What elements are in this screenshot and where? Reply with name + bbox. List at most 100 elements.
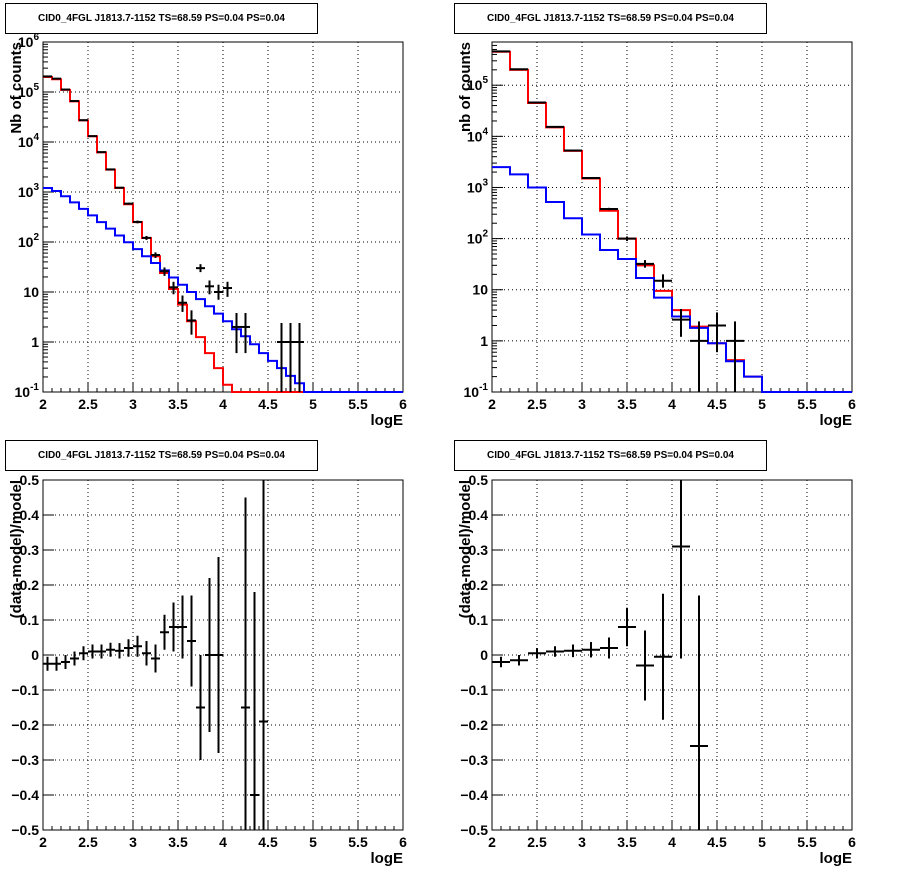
data-point	[690, 321, 708, 392]
data-point	[70, 651, 79, 666]
x-tick-label: 2	[39, 834, 47, 850]
data-point	[708, 312, 726, 353]
y-tick-label: −0.3	[11, 752, 39, 768]
data-point	[97, 644, 106, 659]
data-point	[178, 295, 187, 312]
data-point	[169, 602, 178, 652]
data-point	[124, 202, 133, 205]
y-axis-title: Nb of counts	[8, 42, 25, 134]
x-tick-label: 3.5	[168, 834, 188, 850]
x-tick-label: 6	[848, 396, 856, 412]
plot-frame	[491, 479, 853, 831]
data-point	[672, 309, 690, 337]
data-point	[241, 313, 250, 354]
y-tick-label: 0	[31, 647, 39, 663]
x-tick-label: 2	[488, 834, 496, 850]
data-point	[277, 322, 286, 392]
data-point	[690, 595, 708, 830]
y-tick-label: 0.3	[20, 542, 40, 558]
pad2-title: CID0_4FGL J1813.7-1152 TS=68.59 PS=0.04 …	[454, 3, 767, 34]
data-point	[528, 648, 546, 659]
x-tick-label: 6	[399, 834, 407, 850]
x-tick-label: 5.5	[348, 396, 368, 412]
y-tick-label: 0.4	[20, 507, 40, 523]
data-point	[636, 260, 654, 268]
pad4-title: CID0_4FGL J1813.7-1152 TS=68.59 PS=0.04 …	[454, 440, 767, 471]
x-tick-label: 6	[848, 834, 856, 850]
data-point	[672, 480, 690, 659]
data-point	[600, 637, 618, 659]
data-point	[286, 322, 295, 392]
x-tick-label: 4	[219, 834, 227, 850]
data-point	[546, 646, 564, 657]
data-point	[205, 280, 214, 295]
data-point	[259, 480, 268, 830]
x-tick-label: 2.5	[78, 834, 98, 850]
data-point	[618, 607, 636, 647]
data-point	[196, 264, 205, 273]
data-point	[52, 656, 61, 671]
y-tick-label: 0.1	[469, 612, 489, 628]
x-tick-label: 5.5	[797, 834, 817, 850]
plot-1: 2 2.5 3 3.5 4 4.5 5 5.5 6 10-1 1 10 102 103 104 105 106 l…	[8, 32, 407, 429]
data-point	[636, 630, 654, 701]
x-axis-title: logE	[371, 412, 404, 429]
y-tick-label: 0	[480, 647, 488, 663]
data-point	[564, 149, 582, 152]
plot-2: 2 2.5 3 3.5 4 4.5 5 5.5 6 10-1 1 10 102 103 104 105 logE…	[457, 41, 856, 429]
data-point	[726, 321, 744, 392]
x-tick-label: 3	[129, 834, 137, 850]
plot-3: 2 2.5 3 3.5 4 4.5 5 5.5 6 −0.5 −0.4 −0.3 −0.2 −0.1 0 0.…	[8, 472, 407, 867]
y-axis-title: (data-model)/model	[457, 480, 474, 618]
y-tick-label: 103	[18, 182, 40, 200]
x-tick-label: 4	[219, 396, 227, 412]
data-point	[223, 281, 232, 297]
x-tick-label: 6	[399, 396, 407, 412]
plot-frame	[491, 41, 853, 393]
x-tick-label: 3.5	[168, 396, 188, 412]
y-tick-label: 0.2	[469, 577, 489, 593]
data-point	[151, 252, 160, 258]
data-point	[106, 168, 115, 171]
y-tick-label: 1	[480, 333, 488, 349]
data-point	[142, 641, 151, 666]
x-tick-label: 3	[129, 396, 137, 412]
y-tick-label: 104	[18, 132, 40, 150]
data-point	[564, 644, 582, 658]
model-histogram-background	[43, 187, 403, 393]
x-tick-label: 4	[668, 396, 676, 412]
data-point	[205, 578, 214, 732]
y-tick-label: −0.4	[11, 787, 39, 803]
data-point	[618, 236, 636, 241]
data-point	[43, 656, 52, 671]
x-tick-label: 2.5	[527, 834, 547, 850]
x-tick-label: 5	[309, 834, 317, 850]
x-tick-label: 2	[39, 396, 47, 412]
data-point	[124, 639, 133, 657]
data-point	[241, 497, 250, 830]
data-point	[187, 310, 196, 335]
data-point	[133, 220, 142, 224]
y-axis-title: (data-model)/model	[8, 480, 25, 618]
model-histogram-background	[492, 166, 852, 393]
x-tick-label: 4.5	[258, 396, 278, 412]
data-point	[654, 593, 672, 720]
y-tick-label: −0.4	[460, 787, 488, 803]
data-point	[510, 655, 528, 666]
data-point	[169, 281, 178, 295]
y-axis-title: nb of counts	[457, 42, 474, 132]
data-point	[133, 635, 142, 657]
data-point	[232, 313, 241, 354]
plot-frame	[42, 479, 404, 831]
pad1-title: CID0_4FGL J1813.7-1152 TS=68.59 PS=0.04 …	[5, 3, 318, 34]
y-tick-label: 10	[23, 284, 39, 300]
data-point	[600, 207, 618, 211]
data-point	[187, 595, 196, 687]
x-tick-label: 3	[578, 834, 586, 850]
data-point	[115, 643, 124, 659]
y-tick-label: 103	[467, 177, 489, 195]
y-tick-label: 10	[472, 282, 488, 298]
data-point	[79, 646, 88, 661]
x-tick-label: 2	[488, 396, 496, 412]
y-tick-label: 0.5	[469, 472, 489, 488]
